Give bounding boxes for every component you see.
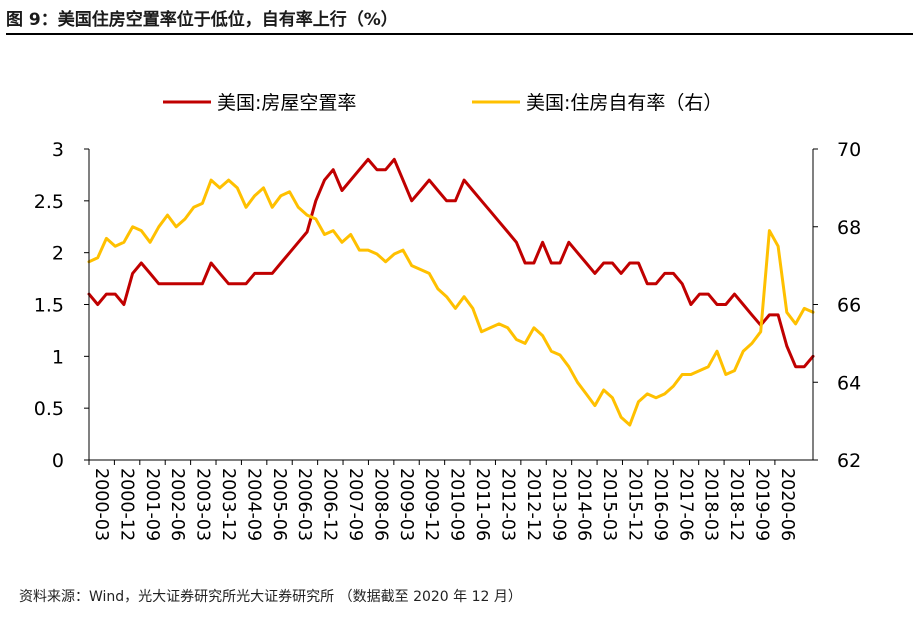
series-line-vacancy-rate bbox=[87, 157, 815, 369]
x-tick-label: 2015-12 bbox=[624, 468, 644, 541]
x-tick-label: 2000-12 bbox=[116, 468, 136, 541]
y-left-tick-label: 2 bbox=[52, 243, 64, 265]
figure-title: 图 9：美国住房空置率位于低位，自有率上行（%） bbox=[6, 10, 398, 30]
x-tick-label: 2012-03 bbox=[497, 468, 517, 541]
x-tick-label-group: 2020-06 bbox=[777, 468, 797, 541]
x-tick-label: 2006-03 bbox=[294, 468, 314, 541]
y-left-tick-label: 1.5 bbox=[34, 295, 64, 317]
x-tick-label-group: 2000-12 bbox=[116, 468, 136, 541]
x-tick-label-group: 2007-09 bbox=[345, 468, 365, 541]
x-tick-label-group: 2004-09 bbox=[243, 468, 263, 541]
x-tick-label: 2006-12 bbox=[320, 468, 340, 541]
x-tick-label-group: 2014-06 bbox=[574, 468, 594, 541]
x-tick-label-group: 2008-06 bbox=[370, 468, 390, 541]
x-tick-label: 2001-09 bbox=[142, 468, 162, 541]
legend-label: 美国:住房自有率（右） bbox=[526, 92, 722, 114]
x-tick-label: 2015-03 bbox=[599, 468, 619, 541]
x-tick-label: 2008-06 bbox=[370, 468, 390, 541]
x-tick-label-group: 2006-03 bbox=[294, 468, 314, 541]
y-left-tick-label: 2.5 bbox=[34, 191, 64, 213]
legend-label: 美国:房屋空置率 bbox=[217, 92, 356, 114]
x-tick-label-group: 2018-03 bbox=[701, 468, 721, 541]
x-tick-label: 2016-09 bbox=[650, 468, 670, 541]
x-tick-label-group: 2011-06 bbox=[472, 468, 492, 541]
y-right-tick-label: 68 bbox=[837, 217, 861, 239]
x-tick-label-group: 2006-12 bbox=[320, 468, 340, 541]
x-tick-label-group: 2000-03 bbox=[91, 468, 111, 541]
x-tick-label: 2011-06 bbox=[472, 468, 492, 541]
x-tick-label: 2018-12 bbox=[726, 468, 746, 541]
x-tick-label: 2004-09 bbox=[243, 468, 263, 541]
x-tick-label: 2018-03 bbox=[701, 468, 721, 541]
x-tick-label: 2019-09 bbox=[751, 468, 771, 541]
x-tick-label-group: 2018-12 bbox=[726, 468, 746, 541]
y-right-tick-label: 70 bbox=[837, 139, 861, 161]
x-tick-label-group: 2015-12 bbox=[624, 468, 644, 541]
x-tick-label: 2012-12 bbox=[523, 468, 543, 541]
x-tick-label-group: 2019-09 bbox=[751, 468, 771, 541]
x-tick-label: 2017-06 bbox=[675, 468, 695, 541]
x-tick-label: 2002-06 bbox=[167, 468, 187, 541]
series-line-homeownership-rate bbox=[87, 178, 815, 427]
x-tick-label: 2003-12 bbox=[218, 468, 238, 541]
x-tick-label-group: 2009-12 bbox=[421, 468, 441, 541]
x-tick-label: 2005-06 bbox=[269, 468, 289, 541]
source-note: 资料来源：Wind，光大证券研究所光大证券研究所 （数据截至 2020 年 12… bbox=[19, 589, 522, 605]
x-tick-label: 2009-03 bbox=[396, 468, 416, 541]
x-tick-label-group: 2010-09 bbox=[447, 468, 467, 541]
x-tick-label: 2000-03 bbox=[91, 468, 111, 541]
x-tick-label: 2020-06 bbox=[777, 468, 797, 541]
y-right-tick-label: 66 bbox=[837, 295, 861, 317]
x-tick-label: 2007-09 bbox=[345, 468, 365, 541]
y-left-tick-label: 0 bbox=[52, 450, 64, 472]
y-left-tick-label: 0.5 bbox=[34, 398, 64, 420]
x-tick-label-group: 2009-03 bbox=[396, 468, 416, 541]
x-tick-label: 2009-12 bbox=[421, 468, 441, 541]
x-tick-label-group: 2001-09 bbox=[142, 468, 162, 541]
y-right-tick-label: 64 bbox=[837, 372, 861, 394]
x-tick-label: 2013-09 bbox=[548, 468, 568, 541]
x-tick-label-group: 2005-06 bbox=[269, 468, 289, 541]
x-tick-label-group: 2017-06 bbox=[675, 468, 695, 541]
x-tick-label-group: 2012-03 bbox=[497, 468, 517, 541]
x-tick-label-group: 2003-03 bbox=[193, 468, 213, 541]
series-layer bbox=[87, 157, 815, 427]
y-right-tick-label: 62 bbox=[837, 450, 861, 472]
x-tick-label-group: 2003-12 bbox=[218, 468, 238, 541]
x-tick-label-group: 2012-12 bbox=[523, 468, 543, 541]
y-left-tick-label: 3 bbox=[52, 139, 64, 161]
x-tick-label-group: 2002-06 bbox=[167, 468, 187, 541]
legend: 美国:房屋空置率 美国:住房自有率（右） bbox=[163, 92, 722, 114]
title-rule bbox=[6, 33, 913, 35]
x-tick-label-group: 2016-09 bbox=[650, 468, 670, 541]
x-tick-label-group: 2013-09 bbox=[548, 468, 568, 541]
x-tick-label: 2003-03 bbox=[193, 468, 213, 541]
x-tick-label-group: 2015-03 bbox=[599, 468, 619, 541]
axes: 0 0.5 1 1.5 2 2.5 3 62 64 66 68 70 2000-03 2000-12 200… bbox=[34, 139, 861, 541]
y-left-tick-label: 1 bbox=[52, 346, 64, 368]
x-tick-label: 2010-09 bbox=[447, 468, 467, 541]
x-tick-label: 2014-06 bbox=[574, 468, 594, 541]
